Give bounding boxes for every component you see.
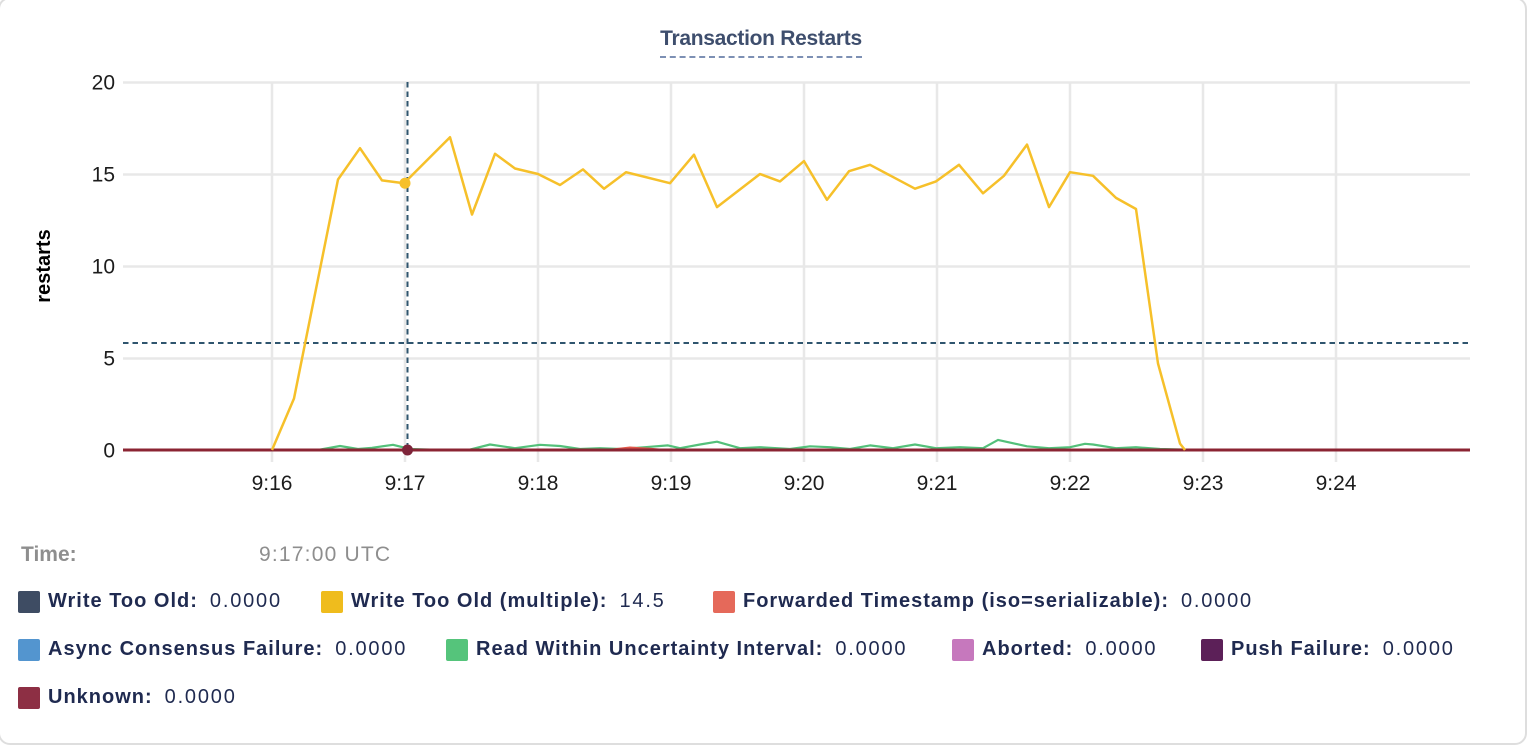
svg-text:9:19: 9:19 (651, 472, 692, 495)
svg-text:10: 10 (92, 256, 115, 279)
svg-text:9:22: 9:22 (1050, 472, 1091, 495)
svg-text:9:18: 9:18 (518, 472, 559, 495)
svg-text:9:24: 9:24 (1316, 472, 1357, 495)
svg-text:9:16: 9:16 (252, 472, 293, 495)
svg-text:15: 15 (92, 164, 115, 187)
svg-text:0: 0 (103, 440, 115, 463)
svg-text:9:20: 9:20 (784, 472, 825, 495)
svg-text:restarts: restarts (33, 229, 55, 302)
svg-text:9:23: 9:23 (1183, 472, 1224, 495)
svg-text:9:17: 9:17 (385, 472, 426, 495)
svg-text:5: 5 (103, 348, 115, 371)
svg-text:9:21: 9:21 (917, 472, 958, 495)
svg-text:20: 20 (92, 72, 115, 95)
